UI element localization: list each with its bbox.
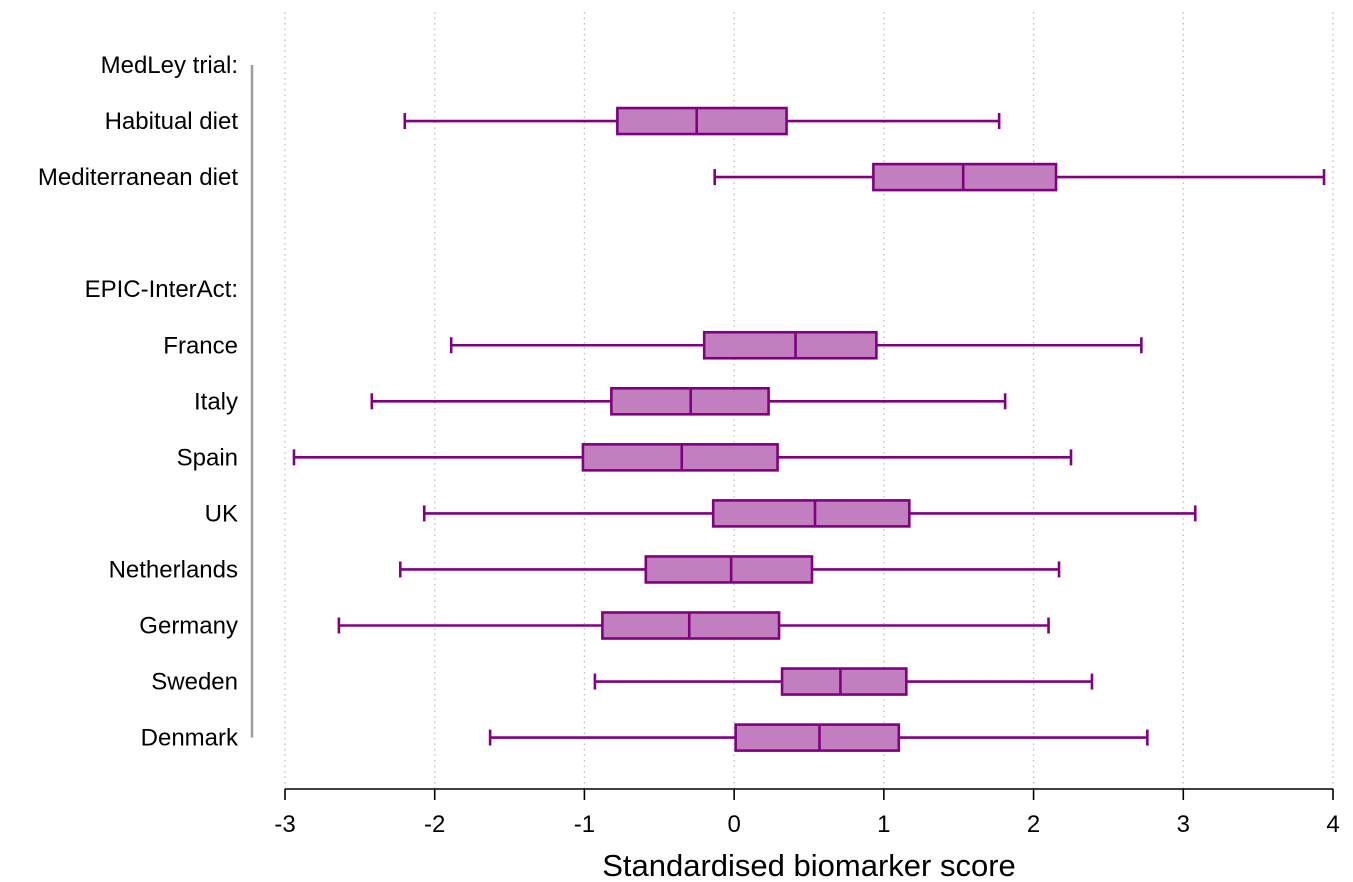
iqr-box [581,443,779,472]
box-row [488,723,1149,752]
row-label: Spain [177,444,238,471]
x-tick-label: 2 [1027,811,1040,838]
x-tick-label: 4 [1326,811,1339,838]
x-axis-title: Standardised biomarker score [602,848,1016,882]
x-axis: -3 -2 -1 0 1 2 3 4 [274,788,1340,838]
box-row [713,162,1326,192]
row-label: Habitual diet [105,108,239,135]
row-label: Denmark [141,725,239,752]
row-label: Italy [194,388,238,415]
box-row [403,106,1001,136]
iqr-box [872,162,1058,192]
box-row [422,499,1197,528]
row-label: Germany [139,613,238,640]
iqr-box [644,555,814,584]
box-row [593,667,1094,696]
row-labels: MedLey trial: Habitual diet Mediterranean … [38,52,239,752]
boxes [292,106,1326,752]
x-tick-label: 0 [727,811,740,838]
box-row [292,443,1073,472]
row-label: Mediterranean diet [38,164,238,191]
row-label: Sweden [151,669,238,696]
box-row [398,555,1061,584]
iqr-box [616,106,788,136]
x-tick-label: 3 [1177,811,1190,838]
row-label: UK [205,500,238,527]
box-row [449,330,1143,360]
iqr-box [780,667,908,696]
x-tick-label: 1 [877,811,890,838]
x-tick-label: -2 [424,811,445,838]
x-tick-label: -3 [274,811,295,838]
iqr-box [601,611,781,640]
group-label: MedLey trial: [101,52,238,79]
x-tick-label: -1 [574,811,595,838]
iqr-box [711,499,911,528]
iqr-box [734,723,901,752]
box-row [337,611,1050,640]
box-row [370,386,1007,416]
row-label: France [163,332,238,359]
row-label: Netherlands [109,556,238,583]
group-label: EPIC-InterAct: [85,276,238,303]
iqr-box [702,330,878,360]
